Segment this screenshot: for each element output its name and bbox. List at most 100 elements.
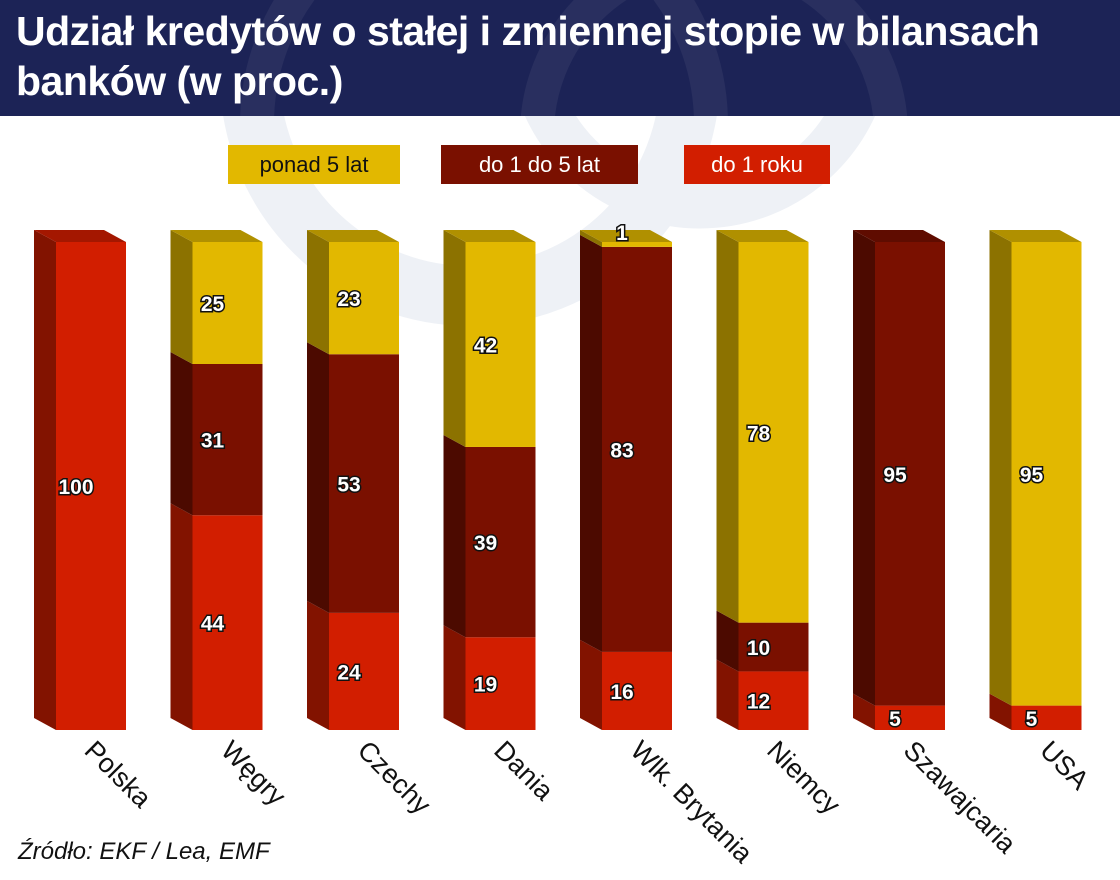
bar-value-label: 19 (474, 674, 497, 697)
bar-value-label: 23 (337, 288, 360, 311)
bar-top (989, 230, 1082, 242)
legend-swatch (684, 145, 830, 184)
bar-side (170, 503, 193, 730)
bar-side (443, 230, 466, 447)
bars: 100 44 31 25 24 53 23 19 39 42 16 83 1 12 10 78 5 95 5 95 (34, 221, 1082, 732)
chart-title: Udział kredytów o stałej i zmiennej stop… (16, 8, 1040, 104)
bar-side (307, 600, 329, 730)
bar-value-label: 53 (337, 474, 360, 497)
bar-segment (602, 242, 672, 247)
bar-segment (192, 364, 263, 516)
bar-segment (738, 622, 809, 672)
bar-segment (602, 246, 672, 652)
title-bar: Udział kredytów o stałej i zmiennej stop… (0, 0, 1120, 116)
bar-segment (1011, 705, 1082, 730)
bar-value-label: 42 (474, 334, 497, 357)
bar-column: 5 95 (853, 230, 945, 732)
legend-swatch (441, 145, 638, 184)
bar-value-label: 78 (747, 422, 771, 445)
bar-side (580, 639, 602, 730)
bar-side (716, 610, 739, 672)
bar-top (716, 230, 809, 242)
bar-segment (602, 651, 672, 730)
bar-value-label: 100 (58, 476, 93, 499)
bar-side (853, 693, 875, 730)
category-label: Węgry (215, 735, 292, 812)
bar-side (34, 230, 56, 730)
bar-segment (465, 242, 536, 447)
legend-item: do 1 do 5 lat (441, 145, 638, 184)
bar-side (716, 230, 739, 623)
bar-top (170, 230, 263, 242)
legend: ponad 5 lat do 1 do 5 lat do 1 roku (228, 145, 830, 184)
bar-value-label: 39 (474, 532, 497, 555)
bar-column: 100 (34, 230, 126, 730)
bar-segment (738, 671, 809, 730)
bar-segment (1011, 242, 1082, 706)
bar-value-label: 24 (337, 661, 361, 684)
bar-value-label: 95 (883, 464, 907, 487)
bar-column: 24 53 23 (307, 230, 399, 730)
bar-column: 44 31 25 (170, 230, 263, 730)
bar-value-label: 12 (747, 691, 770, 714)
legend-item: ponad 5 lat (228, 145, 400, 184)
bar-top (34, 230, 126, 242)
bar-segment (329, 612, 399, 730)
bar-column: 19 39 42 (443, 230, 536, 730)
bar-column: 12 10 78 (716, 230, 809, 730)
legend-label: ponad 5 lat (260, 152, 369, 177)
bar-side (170, 352, 193, 516)
category-label: Czechy (352, 735, 437, 820)
bar-value-label: 25 (201, 293, 225, 316)
bar-top (443, 230, 536, 242)
bar-column: 16 83 1 (580, 221, 672, 730)
bar-segment (875, 242, 945, 706)
bar-value-label: 44 (201, 613, 225, 636)
bar-side (580, 234, 602, 652)
bar-segment (56, 242, 126, 730)
bar-value-label: 1 (616, 222, 628, 245)
legend-item: do 1 roku (684, 145, 830, 184)
category-label: Niemcy (761, 735, 846, 820)
bar-value-label: 95 (1020, 464, 1044, 487)
bar-side (443, 434, 466, 638)
bar-side (716, 659, 739, 730)
legend-swatch (228, 145, 400, 184)
bar-side (307, 230, 329, 355)
bar-segment (192, 242, 263, 364)
legend-label: do 1 do 5 lat (479, 152, 600, 177)
bar-value-label: 5 (889, 708, 901, 731)
bar-side (989, 230, 1012, 706)
source-note: Źródło: EKF / Lea, EMF (18, 838, 270, 865)
bar-segment (465, 446, 536, 638)
category-label: Wlk. Brytania (625, 735, 759, 869)
bar-segment (192, 515, 263, 730)
bar-top (580, 230, 672, 242)
bar-segment (875, 705, 945, 730)
bar-side (853, 230, 875, 706)
bar-side (580, 230, 602, 247)
bar-segment (738, 242, 809, 623)
bar-segment (465, 637, 536, 730)
bar-top (307, 230, 399, 242)
category-label: Dania (488, 735, 560, 807)
bar-side (307, 342, 329, 613)
bar-side (443, 625, 466, 730)
bar-top (853, 230, 945, 242)
bar-segment (329, 354, 399, 613)
bar-side (989, 693, 1012, 730)
bar-side (170, 230, 193, 364)
bar-value-label: 5 (1026, 708, 1038, 731)
bar-value-label: 31 (201, 430, 225, 453)
category-label: Polska (79, 735, 158, 814)
bar-segment (329, 242, 399, 355)
category-label: USA (1034, 735, 1094, 795)
legend-label: do 1 roku (711, 152, 803, 177)
bar-value-label: 10 (747, 637, 770, 660)
category-label: Szawajcaria (898, 735, 1023, 860)
bar-value-label: 83 (610, 439, 633, 462)
bar-value-label: 16 (610, 681, 633, 704)
bar-column: 5 95 (989, 230, 1082, 732)
